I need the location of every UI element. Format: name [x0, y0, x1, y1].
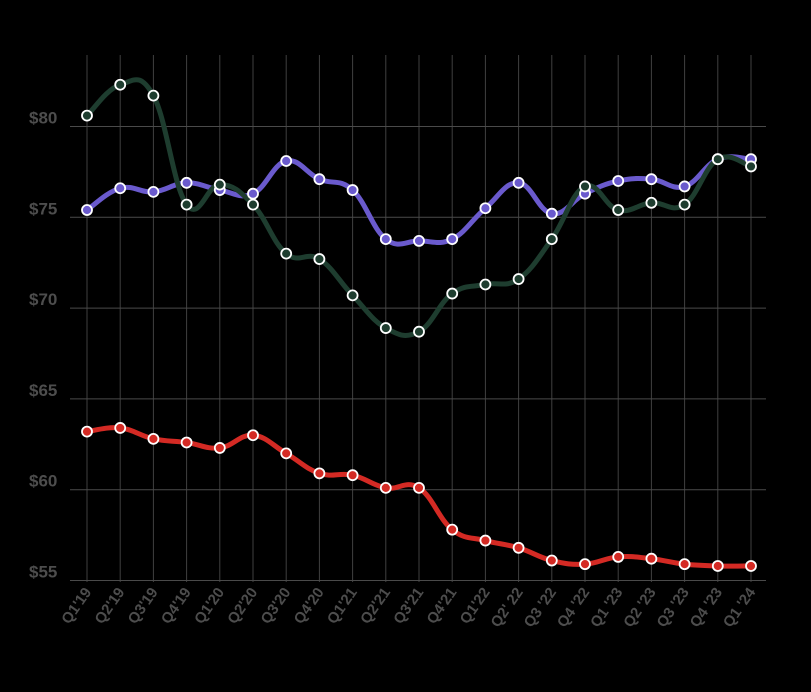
x-axis-tick-labels: Q1'19Q2'19Q3'19Q4'19Q1'20Q2'20Q3'20Q4'20… [58, 584, 759, 631]
data-point [446, 287, 459, 300]
y-tick-label: $60 [29, 472, 57, 491]
data-point [579, 180, 591, 193]
data-point [413, 235, 425, 247]
x-tick-label: Q3'20 [257, 585, 294, 628]
data-point [213, 442, 226, 454]
data-point [147, 185, 160, 198]
data-point [745, 160, 757, 173]
data-point [313, 467, 326, 480]
data-point [612, 550, 625, 563]
data-point [81, 109, 93, 122]
series-points [81, 78, 757, 572]
data-point [313, 253, 326, 265]
y-axis-tick-labels: $55 $60 $65 $70 $75 $80 [29, 109, 57, 582]
data-point [645, 196, 658, 209]
data-point [512, 176, 525, 189]
x-tick-label: Q3 '22 [521, 585, 560, 631]
x-tick-label: Q2'19 [91, 585, 128, 628]
x-tick-label: Q4'20 [291, 585, 328, 628]
data-point [81, 204, 93, 216]
data-point [280, 155, 293, 167]
data-point [280, 447, 293, 460]
data-point [678, 180, 691, 193]
data-point [346, 184, 359, 196]
data-point [545, 233, 558, 245]
vertical-gridlines [86, 55, 752, 582]
data-point [114, 78, 127, 91]
x-tick-label: Q4 '22 [554, 585, 593, 631]
data-point [446, 233, 459, 245]
data-point [346, 289, 359, 302]
x-tick-label: Q1'20 [191, 585, 228, 628]
data-point [512, 541, 525, 554]
x-tick-label: Q2' 22 [487, 585, 526, 631]
data-point [413, 325, 425, 338]
y-tick-label: $55 [29, 563, 57, 582]
x-tick-label: Q4'21 [423, 585, 460, 628]
data-point [545, 207, 558, 220]
data-point [147, 432, 160, 445]
data-point [413, 481, 425, 494]
data-point [379, 233, 392, 245]
data-point [612, 175, 625, 187]
data-point [180, 176, 193, 189]
data-point [711, 560, 724, 572]
x-tick-label: Q3'19 [125, 585, 162, 628]
data-point [213, 178, 226, 191]
data-point [313, 173, 326, 186]
data-point [512, 273, 525, 285]
y-tick-label: $65 [29, 381, 57, 400]
y-tick-label: $80 [29, 109, 57, 128]
x-tick-label: Q1 '24 [720, 584, 760, 631]
x-tick-label: Q2 '23 [620, 585, 659, 631]
data-point [545, 554, 558, 567]
data-point [612, 204, 625, 216]
data-point [678, 558, 691, 571]
data-point [280, 247, 293, 260]
x-tick-label: Q4'19 [158, 585, 195, 628]
data-point [114, 182, 127, 195]
data-point [379, 322, 392, 334]
x-tick-label: Q1'19 [58, 585, 95, 628]
x-tick-label: Q2'20 [224, 585, 261, 628]
horizontal-gridlines [70, 126, 766, 581]
data-point [479, 534, 492, 547]
y-tick-label: $75 [29, 199, 57, 218]
data-point [678, 198, 691, 211]
data-point [645, 552, 658, 565]
data-point [579, 558, 591, 571]
data-point [446, 523, 459, 536]
data-point [147, 89, 160, 102]
data-point [379, 481, 392, 494]
x-tick-label: Q1 '23 [587, 585, 626, 631]
data-point [114, 422, 127, 434]
data-point [745, 560, 757, 572]
data-point [247, 429, 259, 442]
data-point [711, 153, 724, 166]
x-tick-label: Q4 '23 [687, 585, 726, 631]
x-tick-label: Q2'21 [357, 585, 394, 628]
data-point [479, 278, 492, 291]
data-point [346, 469, 359, 482]
data-point [645, 173, 658, 186]
x-tick-label: Q3 '23 [653, 585, 692, 631]
x-tick-label: Q3'21 [390, 585, 427, 628]
x-tick-label: Q1'21 [324, 585, 361, 628]
data-point [247, 198, 259, 211]
y-tick-label: $70 [29, 290, 57, 309]
data-point [81, 425, 93, 438]
data-point [247, 187, 259, 200]
data-point [180, 436, 193, 449]
data-point [479, 202, 492, 215]
data-point [180, 198, 193, 211]
